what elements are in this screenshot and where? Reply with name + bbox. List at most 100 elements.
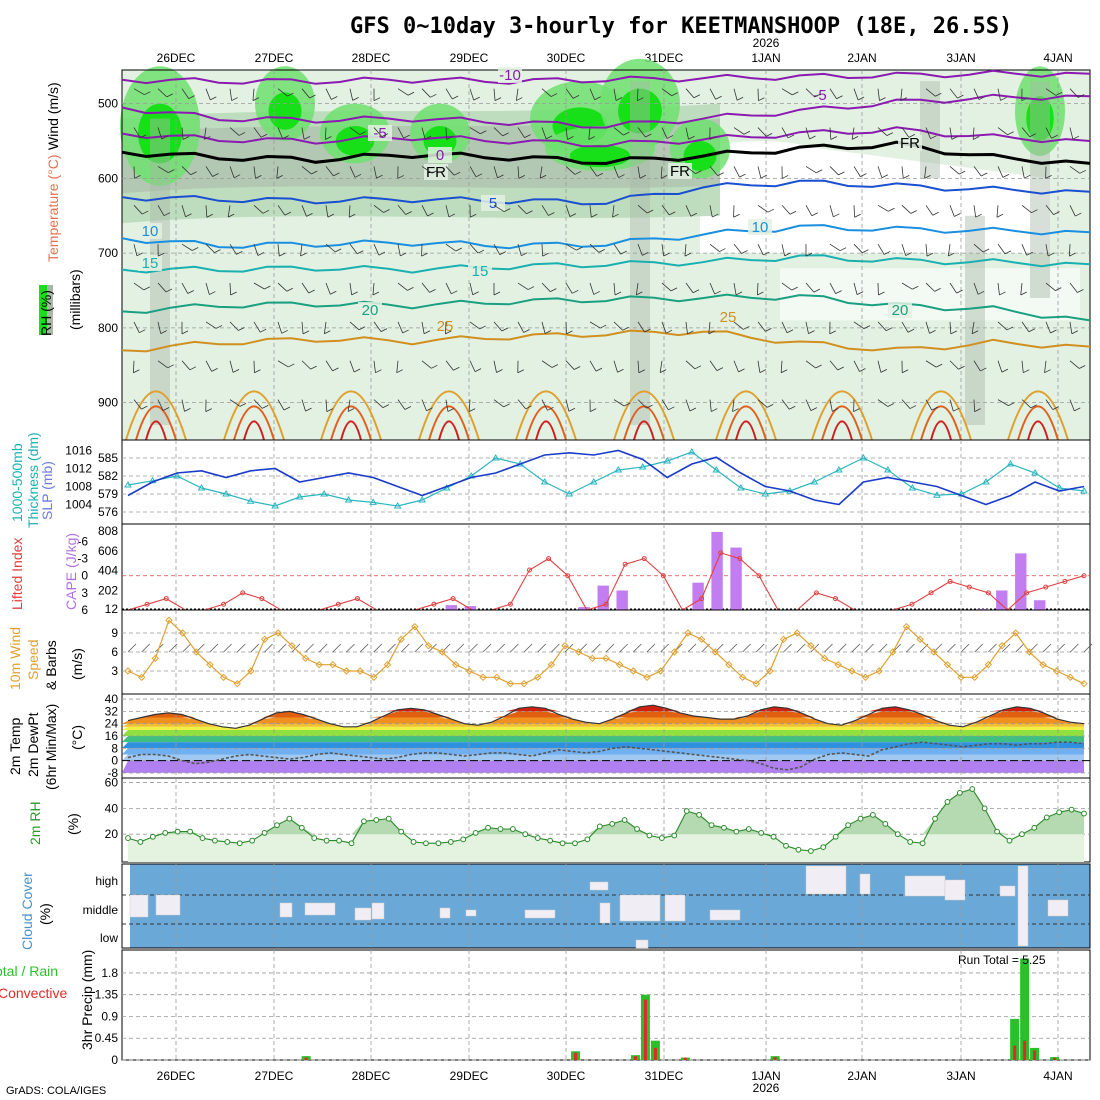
wind-barb-flag — [791, 286, 798, 291]
wind-barb-flag — [981, 172, 988, 177]
wind-barb-flag — [982, 248, 990, 253]
wind-speed-point — [315, 660, 323, 669]
temp-tick-8: 8 — [111, 741, 118, 755]
wind-barb — [1070, 643, 1079, 653]
wind-speed-point — [875, 667, 883, 675]
cape-bar — [996, 590, 1008, 610]
wind-barb — [1069, 166, 1081, 174]
wind-barb — [805, 205, 813, 216]
rh-point — [360, 818, 367, 825]
wind-barb — [1015, 643, 1024, 653]
wind-barb — [493, 88, 496, 101]
wind-barb-flag — [815, 169, 823, 174]
temp-line — [127, 704, 1085, 729]
wind-barb — [613, 88, 617, 101]
wind-barb — [1021, 166, 1025, 179]
wind-barb — [997, 399, 1009, 406]
wind-barb-flag — [600, 324, 607, 329]
wind-barb — [865, 643, 874, 653]
bottom-date-3jan: 3JAN — [946, 1069, 975, 1083]
wind-barb-flag — [158, 252, 165, 257]
wind-barb-flag — [426, 407, 433, 412]
isotherm-20 — [121, 293, 1091, 322]
li-point — [1062, 578, 1068, 584]
cloud-block — [371, 902, 385, 920]
wind-barb — [949, 166, 960, 175]
thickness-point — [933, 491, 941, 498]
bottom-date-30dec: 30DEC — [547, 1069, 586, 1083]
warm-lobe-mid — [623, 405, 665, 441]
wind-barb — [685, 321, 688, 334]
rh-point — [460, 836, 467, 843]
li-point — [985, 590, 991, 596]
wind-barb — [829, 360, 839, 371]
wind-barb — [157, 166, 169, 173]
wind-barb-flag — [165, 288, 173, 293]
wind-speed-point — [356, 667, 364, 675]
wind-barb — [277, 360, 289, 368]
cape-bar — [578, 607, 590, 610]
wind-barb-flag — [168, 169, 175, 173]
wind-barb — [829, 205, 834, 217]
li-tick-3: 3 — [81, 586, 88, 600]
wind-barb — [685, 360, 696, 370]
wind-barb — [685, 205, 692, 217]
wind-speed-point — [971, 673, 979, 682]
wind-speed-point — [301, 654, 310, 663]
rh-point — [907, 839, 914, 845]
wind-speed-point — [520, 679, 528, 688]
wind-barb — [277, 244, 280, 257]
thickness-tick-582: 582 — [98, 469, 118, 483]
wind-barb — [805, 321, 809, 334]
wind-barb-flag — [854, 213, 861, 218]
wind-barb-flag — [978, 96, 986, 100]
wind-barb-flag — [957, 94, 964, 99]
wind-barb-flag — [743, 326, 750, 330]
li-point — [144, 601, 150, 607]
wind-barb-flag — [524, 134, 531, 138]
temp-tick-16: 16 — [105, 729, 119, 743]
dewpt-line — [127, 741, 1085, 771]
wind-barb-flag — [859, 368, 866, 372]
temp-band — [122, 726, 1084, 730]
rh-legend-bar-green — [39, 285, 47, 335]
rh-point — [174, 828, 181, 835]
wind-barb — [1045, 127, 1052, 139]
wind-barb-flag — [405, 211, 412, 215]
thickness-point — [271, 502, 279, 509]
footer-credit: GrADS: COLA/IGES — [6, 1085, 106, 1097]
wind-barb-flag — [835, 290, 842, 294]
wind-barb — [781, 399, 790, 410]
wind-speed-point — [889, 648, 897, 656]
wind-speed-point — [1012, 629, 1020, 637]
wind-barb-flag — [1045, 175, 1052, 179]
wind-barb-flag — [473, 96, 480, 101]
slp-line — [127, 449, 1085, 506]
wind-barb — [305, 643, 314, 653]
top-date-28dec: 28DEC — [352, 51, 391, 65]
wind-barb-flag — [281, 329, 288, 334]
wind-barb-flag — [1031, 209, 1038, 214]
wind-barb — [742, 643, 751, 653]
wind-barb-flag — [181, 330, 189, 335]
thickness-ylabels: 1000-500mb Thickness (dm) SLP (mb) — [9, 432, 55, 528]
wind-barb — [253, 399, 263, 409]
wind-speed-point — [943, 660, 952, 669]
top-date-axis: 26DEC 27DEC 28DEC 29DEC 30DEC 31DEC 1JAN 2JAN 3J… — [157, 51, 1073, 65]
isotherm--10 — [121, 69, 1091, 85]
wind-barb — [541, 399, 548, 411]
wind-barb — [349, 88, 354, 101]
wind-barb-flag — [402, 329, 409, 334]
wind-speed-point — [219, 673, 228, 682]
wind-barb-flag — [811, 212, 818, 217]
wind-barb-flag — [972, 136, 980, 140]
rh-point — [596, 823, 603, 830]
li-point — [450, 596, 456, 602]
wind-barb — [619, 643, 628, 653]
rh-point — [534, 835, 541, 841]
wind-barb-flag — [424, 135, 432, 140]
wind-barb-flag — [503, 403, 510, 408]
wind-barb-flag — [311, 170, 318, 175]
wind-speed-point — [383, 660, 392, 669]
wind-barb-flag — [352, 97, 359, 101]
